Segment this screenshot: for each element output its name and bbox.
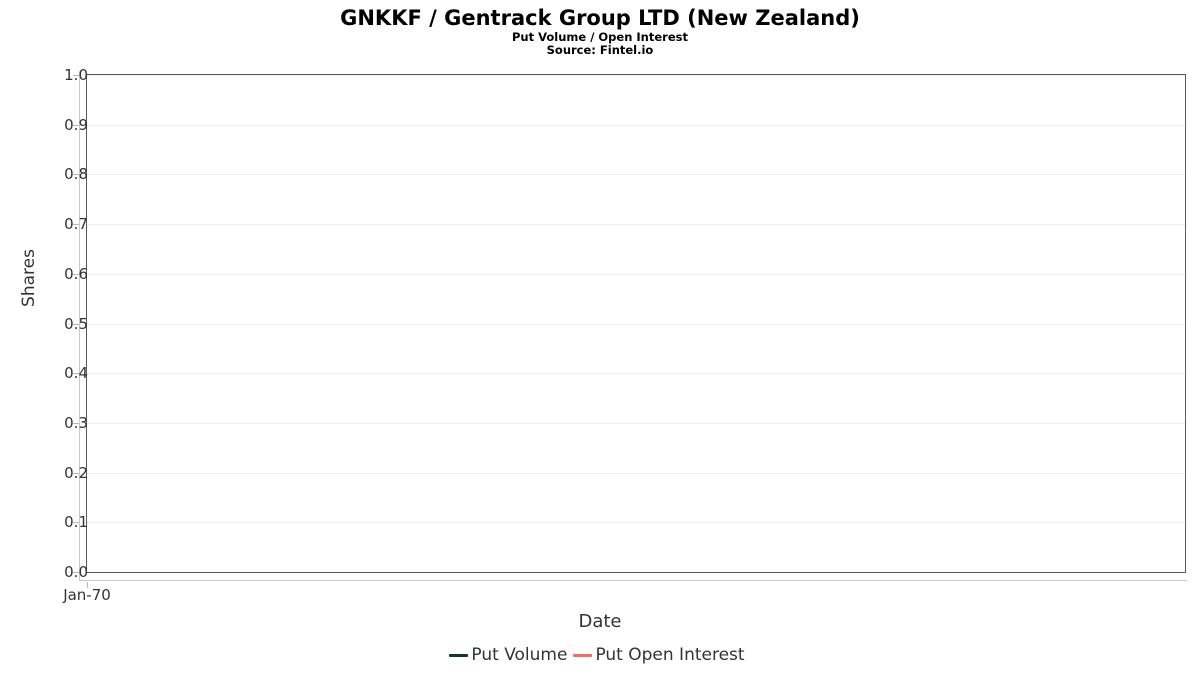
gridline: [87, 125, 1185, 126]
plot-area: [86, 74, 1186, 573]
gridline: [87, 75, 1185, 76]
gridline: [87, 423, 1185, 424]
y-tick-label: 0.0: [64, 563, 88, 581]
y-tick-mark: [73, 224, 79, 225]
y-tick-mark: [73, 324, 79, 325]
y-tick-mark: [73, 522, 79, 523]
y-tick-label: 0.3: [64, 414, 88, 432]
x-axis-label: Date: [578, 611, 622, 632]
legend-entry[interactable]: Put Volume: [449, 646, 567, 665]
legend-label: Put Volume: [471, 645, 568, 665]
y-tick-label: 0.5: [64, 315, 88, 333]
y-tick-mark: [73, 572, 79, 573]
y-tick-mark: [73, 423, 79, 424]
y-tick-label: 0.4: [64, 364, 88, 382]
gridline: [87, 274, 1185, 275]
y-tick-label: 0.7: [64, 215, 88, 233]
gridline: [87, 373, 1185, 374]
chart-legend: Put Volume Put Open Interest: [0, 646, 1200, 665]
gridline: [87, 473, 1185, 474]
legend-line-icon: [573, 654, 593, 657]
chart-subtitle-source: Source: Fintel.io: [546, 43, 654, 57]
y-tick-label: 0.9: [64, 116, 88, 134]
legend-line-icon: [449, 654, 469, 657]
y-tick-label: 0.6: [64, 265, 88, 283]
y-tick-label: 0.1: [64, 513, 88, 531]
y-tick-label: 1.0: [64, 66, 88, 84]
chart-title: GNKKF / Gentrack Group LTD (New Zealand): [340, 6, 860, 30]
y-tick-mark: [73, 125, 79, 126]
gridline: [87, 522, 1185, 523]
gridline: [87, 174, 1185, 175]
title-block: GNKKF / Gentrack Group LTD (New Zealand)…: [0, 0, 1200, 57]
x-tick-label: Jan-70: [63, 586, 111, 604]
axis-frame: [79, 71, 1187, 581]
y-tick-mark: [73, 174, 79, 175]
chart-subtitle-metric: Put Volume / Open Interest: [512, 30, 688, 44]
y-tick-label: 0.8: [64, 165, 88, 183]
gridline: [87, 224, 1185, 225]
y-tick-label: 0.2: [64, 464, 88, 482]
y-tick-mark: [73, 473, 79, 474]
gridline: [87, 324, 1185, 325]
y-tick-mark: [73, 75, 79, 76]
y-axis-label: Shares: [19, 249, 39, 307]
legend-entry[interactable]: Put Open Interest: [573, 645, 745, 665]
legend-label: Put Open Interest: [595, 645, 745, 665]
x-tick-mark: [87, 582, 88, 588]
y-tick-mark: [73, 373, 79, 374]
y-tick-mark: [73, 274, 79, 275]
